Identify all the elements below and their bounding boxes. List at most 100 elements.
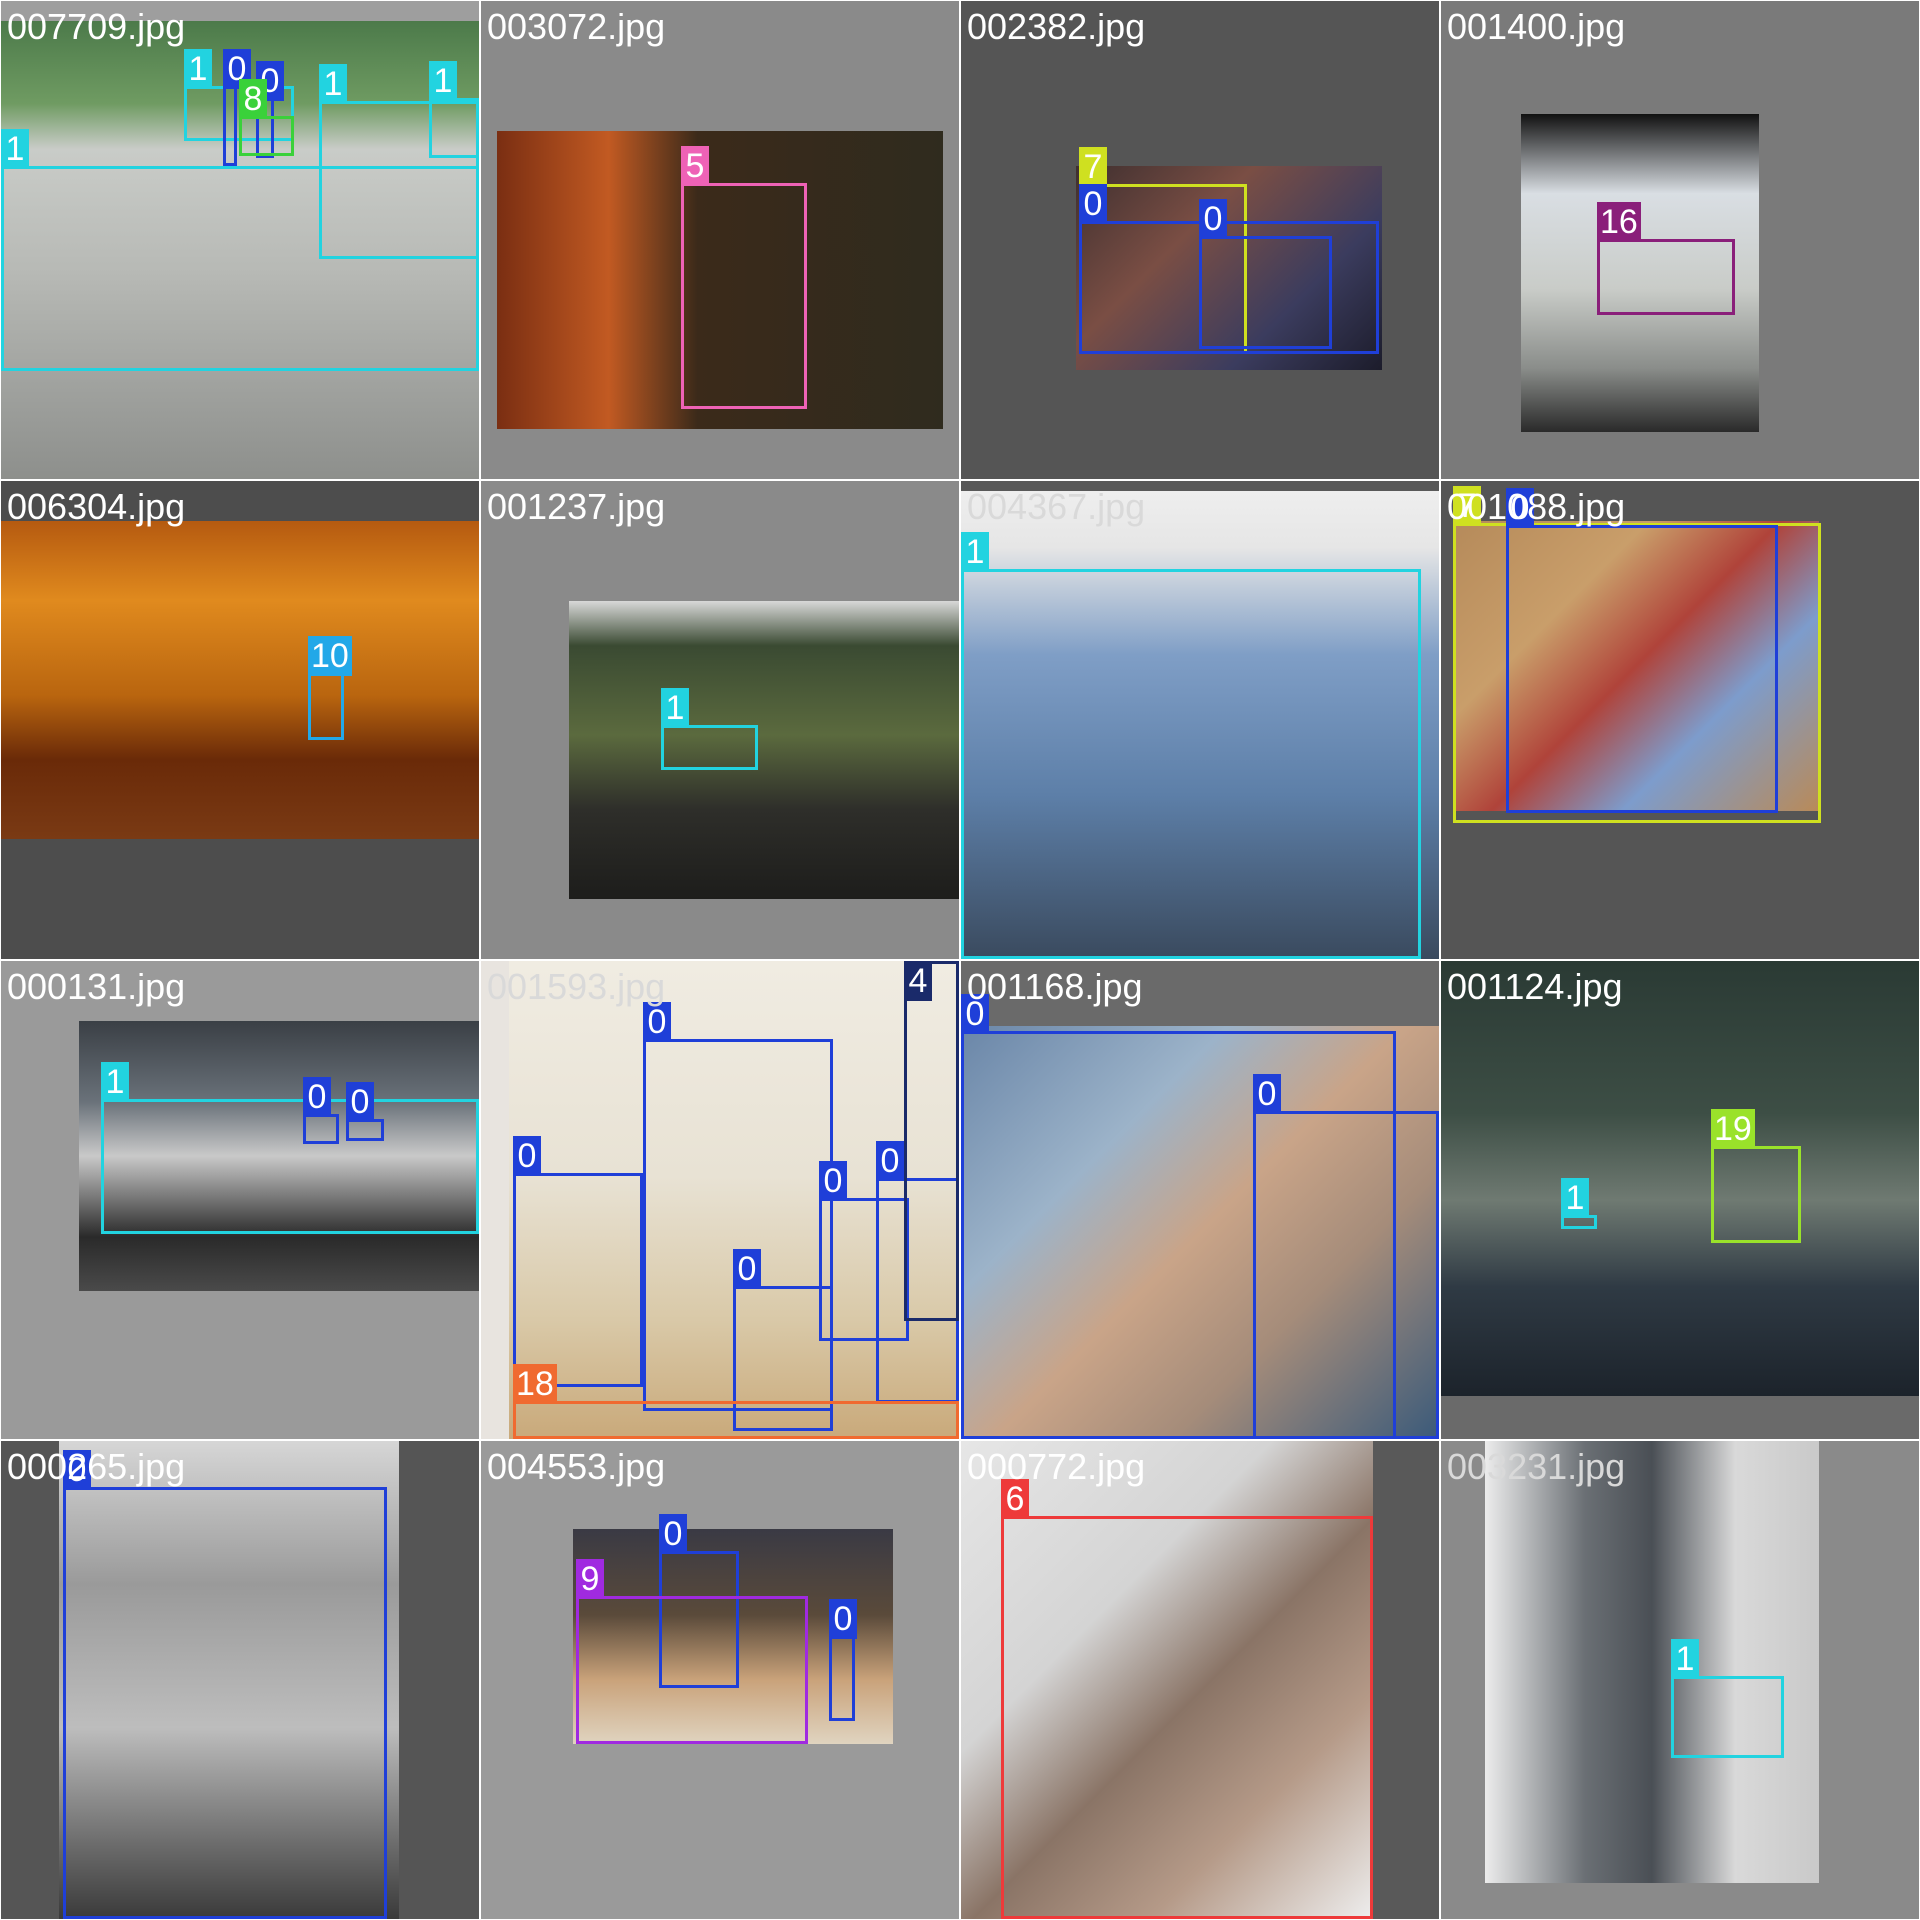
tile-filename: 001400.jpg [1447,6,1626,47]
mosaic-tile: 0 0 001168.jpg [961,961,1439,1439]
detection-label: 1 [319,64,347,104]
detection-box: 0 [346,1082,384,1141]
mosaic-tile: 1 19 001124.jpg [1441,961,1919,1439]
tile-filename: 004553.jpg [487,1446,666,1487]
detection-label: 1 [1671,1639,1699,1679]
tile-filename: 002382.jpg [967,6,1146,47]
detection-label: 0 [1199,199,1227,239]
detection-box: 8 [239,79,294,156]
mosaic-tile: 16 001400.jpg [1441,1,1919,479]
mosaic-tile: 0 0 0 0 0 4 18 001593.jpg [481,961,959,1439]
tile-photo [1521,114,1759,432]
mosaic-tile: 1 004367.jpg [961,481,1439,959]
detection-label: 6 [1001,1479,1029,1519]
detection-label: 0 [659,1514,687,1554]
detection-label: 1 [184,49,212,89]
detection-label: 7 [1453,486,1481,526]
detection-box: 0 [1253,1074,1439,1439]
detection-box: 0 [1079,184,1379,354]
detection-label: 1 [661,688,689,728]
detection-label: 1 [1,129,29,169]
tile-filename: 001168.jpg [967,966,1143,1007]
detection-box: 1 [1671,1639,1784,1758]
detection-label: 4 [904,961,932,1001]
detection-label: 0 [1079,184,1107,224]
detection-label: 0 [1506,488,1534,528]
detection-label: 0 [876,1141,904,1181]
tile-photo [1485,1441,1819,1883]
tile-filename: 000131.jpg [7,966,186,1007]
mosaic-tile: 1 003231.jpg [1441,1441,1919,1919]
detection-label: 0 [829,1599,857,1639]
detection-label: 1 [101,1062,129,1102]
tile-photo [1453,521,1819,811]
tile-filename: 001593.jpg [487,966,666,1007]
mosaic-tile: 7 0 0 002382.jpg [961,1,1439,479]
tile-filename: 000265.jpg [7,1446,186,1487]
mosaic-tile: 7 0 001088.jpg [1441,481,1919,959]
detection-label: 16 [1597,202,1641,242]
mosaic-tile: 5 003072.jpg [481,1,959,479]
detection-box: 1 [101,1062,479,1234]
detection-box: 1 [1561,1178,1597,1229]
detection-box: 5 [681,146,807,409]
mosaic-tile: 1 0 0 000131.jpg [1,961,479,1439]
detection-box: 7 [1453,486,1821,823]
mosaic-tile: 1 1 1 1 0 0 8 007709.jpg [1,1,479,479]
detection-box: 9 [576,1559,808,1744]
mosaic-tile: 0 9 0 004553.jpg [481,1441,959,1919]
tile-filename: 001237.jpg [487,486,666,527]
detection-box: 4 [904,961,959,1321]
tile-filename: 004367.jpg [967,486,1146,527]
detection-box: 0 [1506,488,1778,813]
detection-label: 10 [308,636,352,676]
detection-label: 0 [303,1077,331,1117]
detection-box: 0 [876,1141,959,1403]
detection-label: 8 [239,79,267,119]
mosaic-tile: 1 001237.jpg [481,481,959,959]
detection-label: 0 [513,1136,541,1176]
detection-label: 0 [223,49,251,89]
detection-box: 0 [829,1599,857,1721]
detection-label: 1 [429,61,457,101]
detection-box: 6 [1001,1479,1373,1919]
tile-photo [497,131,943,429]
detection-box: 0 [733,1249,833,1431]
tile-photo [1,521,479,839]
tile-filename: 003072.jpg [487,6,666,47]
tile-photo [59,1441,399,1919]
detection-box: 19 [1711,1109,1801,1243]
detection-box: 0 [819,1161,909,1341]
tile-photo [1441,961,1919,1396]
detection-box: 10 [308,636,352,740]
mosaic-tile: 0 000265.jpg [1,1441,479,1919]
detection-box: 0 [643,1002,833,1411]
detection-box: 0 [223,49,251,166]
detection-label: 0 [63,1450,91,1490]
detection-box: 0 [513,1136,643,1387]
tile-photo [961,1441,1373,1919]
detection-label: 0 [346,1082,374,1122]
detection-label: 0 [733,1249,761,1289]
tile-filename: 001124.jpg [1447,966,1623,1007]
detection-box: 1 [1,129,479,371]
detection-box: 18 [513,1364,959,1439]
detection-label: 1 [1561,1178,1589,1218]
detection-label: 1 [961,532,989,572]
detection-box: 1 [429,61,479,158]
detection-box: 0 [961,994,1396,1439]
mosaic-tile: 10 006304.jpg [1,481,479,959]
detection-label: 0 [961,994,989,1034]
detection-label: 9 [576,1559,604,1599]
detection-box: 1 [319,64,479,259]
detection-label: 0 [1253,1074,1281,1114]
tile-filename: 003231.jpg [1447,1446,1626,1487]
detection-label: 0 [819,1161,847,1201]
detection-box: 16 [1597,202,1735,315]
detection-label: 7 [1079,147,1107,187]
tile-photo [569,601,959,899]
tile-filename: 000772.jpg [967,1446,1146,1487]
detection-box: 0 [1199,199,1332,349]
detection-label: 18 [513,1364,557,1404]
